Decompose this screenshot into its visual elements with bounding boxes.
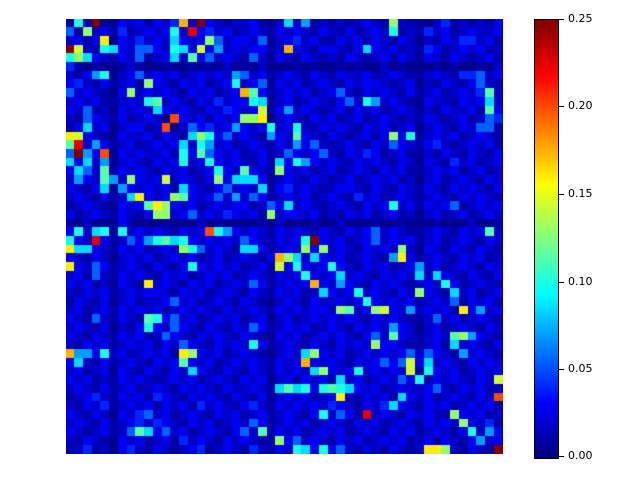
colorbar-tick-label: 0.05 [568,362,593,375]
colorbar-gradient [535,20,558,458]
colorbar-tick-mark [559,369,564,370]
colorbar-tick-mark [559,19,564,20]
colorbar-tick-label: 0.15 [568,187,593,200]
colorbar-tick-label: 0.25 [568,12,593,25]
colorbar-tick-mark [559,194,564,195]
colorbar-tick-mark [559,106,564,107]
colorbar [534,19,559,459]
colorbar-tick-mark [559,456,564,457]
colorbar-tick-mark [559,282,564,283]
colorbar-tick-label: 0.00 [568,449,593,462]
heatmap-image [66,19,503,454]
colorbar-tick-label: 0.20 [568,99,593,112]
colorbar-tick-label: 0.10 [568,275,593,288]
